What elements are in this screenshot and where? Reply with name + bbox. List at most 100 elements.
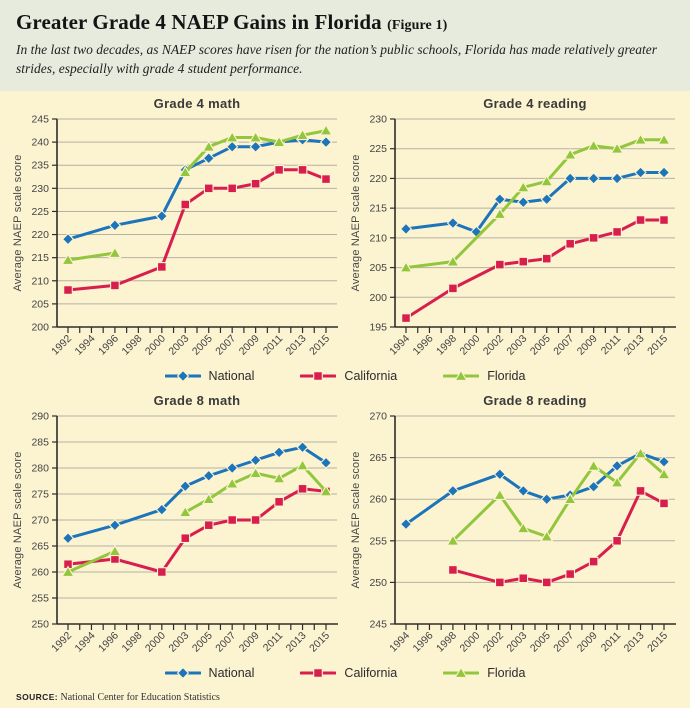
svg-text:2007: 2007 xyxy=(213,630,238,655)
florida-series xyxy=(399,133,671,273)
svg-text:2013: 2013 xyxy=(622,630,647,655)
legend-label: California xyxy=(344,368,398,383)
california-marker xyxy=(297,484,308,494)
florida-marker xyxy=(540,175,554,187)
california-legend-marker-icon xyxy=(300,667,337,678)
florida-series xyxy=(61,124,333,266)
california-marker xyxy=(659,498,669,509)
legend-label: Florida xyxy=(487,665,526,680)
florida-marker xyxy=(516,522,530,534)
legend-row-bottom: National California Florida xyxy=(0,660,690,685)
x-tick-labels: 1992199419961998200020032005200720092011… xyxy=(49,630,332,655)
axes: 245 250 255 260 265 270 xyxy=(369,411,676,631)
chart-svg-grade-8-reading: 2452502552602652701994199619982000200220… xyxy=(350,393,676,655)
national-marker xyxy=(399,223,413,236)
california-marker xyxy=(203,183,214,194)
florida-marker xyxy=(248,131,263,143)
california-marker xyxy=(565,569,576,580)
national-marker xyxy=(587,480,600,494)
chart-grade-4-math: 200 205 210 215 220 225 230 235 240 245 1992 1994 19… xyxy=(10,95,342,363)
page-title: Greater Grade 4 NAEP Gains in Florida (F… xyxy=(16,10,674,35)
chart-svg-grade-4-math: 2002052102152202252302352402451992199419… xyxy=(12,96,338,358)
california-line xyxy=(66,168,328,292)
svg-text:255: 255 xyxy=(31,593,49,605)
florida-marker xyxy=(272,472,286,484)
svg-text:2011: 2011 xyxy=(261,630,286,655)
florida-marker xyxy=(202,492,216,505)
chart-title: Grade 8 math xyxy=(154,393,241,408)
svg-text:285: 285 xyxy=(31,437,49,449)
national-marker xyxy=(493,468,506,481)
x-tick-labels: 1994199619982000200220032005200720092011… xyxy=(387,630,670,655)
source-label: SOURCE: xyxy=(16,692,58,703)
national-line xyxy=(404,452,666,526)
florida-marker xyxy=(178,165,192,178)
svg-text:2005: 2005 xyxy=(528,630,553,655)
source-note: SOURCE: National Center for Education St… xyxy=(0,685,690,703)
chart-title: Grade 8 reading xyxy=(483,393,586,408)
florida-marker xyxy=(540,530,554,542)
national-series xyxy=(399,166,671,239)
florida-marker xyxy=(493,207,507,220)
california-marker xyxy=(635,486,646,496)
svg-text:2000: 2000 xyxy=(143,333,168,358)
national-marker xyxy=(399,518,413,531)
legend-item-national: National xyxy=(164,369,254,383)
florida-marker xyxy=(399,261,413,273)
national-marker xyxy=(564,172,577,185)
svg-text:210: 210 xyxy=(31,276,49,288)
california-line xyxy=(66,487,328,574)
figure-number: (Figure 1) xyxy=(387,18,448,33)
national-series xyxy=(61,441,333,545)
svg-text:2009: 2009 xyxy=(575,630,600,655)
svg-text:2000: 2000 xyxy=(143,630,168,655)
legend-item-california: California xyxy=(300,666,397,680)
svg-text:280: 280 xyxy=(31,463,49,475)
national-marker xyxy=(296,441,309,454)
florida-marker xyxy=(202,140,216,152)
california-legend-marker-icon xyxy=(300,370,337,381)
florida-marker xyxy=(61,253,75,266)
svg-text:205: 205 xyxy=(369,262,387,274)
svg-text:2011: 2011 xyxy=(261,333,286,358)
gridlines xyxy=(57,118,337,305)
svg-text:1996: 1996 xyxy=(96,333,121,358)
svg-text:2011: 2011 xyxy=(599,630,624,655)
svg-text:195: 195 xyxy=(369,322,387,334)
figure-header: Greater Grade 4 NAEP Gains in Florida (F… xyxy=(0,0,690,92)
california-marker xyxy=(541,254,552,264)
california-marker xyxy=(588,233,599,243)
florida-marker xyxy=(493,488,507,501)
legend-item-florida: Florida xyxy=(443,666,525,680)
national-marker xyxy=(446,217,460,230)
national-marker xyxy=(155,210,168,223)
svg-text:2003: 2003 xyxy=(166,333,191,358)
california-marker xyxy=(565,239,576,249)
x-tick-labels: 1994199619982000200220032005200720092011… xyxy=(387,333,670,358)
svg-text:200: 200 xyxy=(31,322,49,334)
y-axis-label: Average NAEP scale score xyxy=(12,452,24,589)
california-marker xyxy=(180,199,191,210)
legend-label: National xyxy=(208,665,255,680)
national-marker xyxy=(202,469,215,483)
national-marker xyxy=(634,166,647,179)
national-marker xyxy=(587,172,600,185)
chart-title: Grade 4 reading xyxy=(483,96,586,111)
florida-marker xyxy=(225,131,239,143)
svg-text:275: 275 xyxy=(31,489,49,501)
legend-label: California xyxy=(344,665,398,680)
svg-text:220: 220 xyxy=(369,173,387,185)
california-marker xyxy=(659,215,669,226)
legend-item-florida: Florida xyxy=(443,369,525,383)
california-marker xyxy=(110,280,120,291)
chart-svg-grade-4-reading: 195 200 205 210 215 220 225 230 1994199619982000… xyxy=(350,96,676,358)
national-marker xyxy=(272,446,286,459)
california-marker xyxy=(250,179,261,189)
florida-marker xyxy=(319,485,333,497)
florida-legend-marker-icon xyxy=(443,369,480,381)
gridlines xyxy=(395,415,675,584)
national-marker xyxy=(61,233,75,246)
svg-text:2005: 2005 xyxy=(190,333,215,358)
svg-text:2000: 2000 xyxy=(457,630,482,655)
national-line xyxy=(404,171,666,234)
